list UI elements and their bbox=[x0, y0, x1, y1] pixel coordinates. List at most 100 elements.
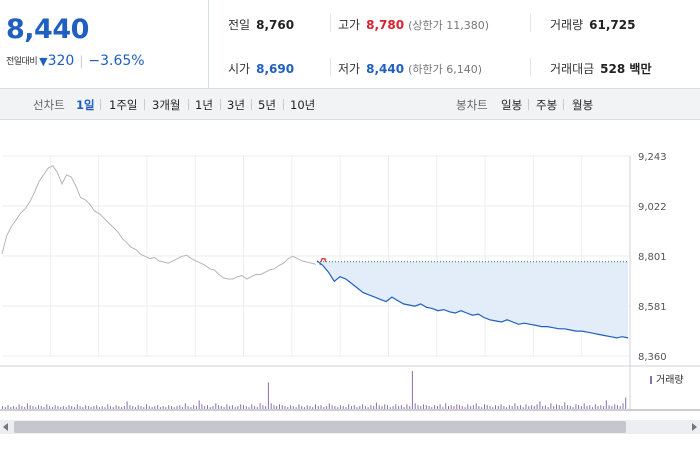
volume-bar bbox=[306, 405, 308, 409]
volume-bar bbox=[171, 406, 172, 409]
volume-bar bbox=[173, 407, 175, 409]
volume-bar bbox=[320, 405, 322, 409]
volume-bar bbox=[157, 405, 159, 409]
scrollbar-thumb[interactable] bbox=[14, 421, 626, 433]
change-label: 전일대비 bbox=[6, 57, 38, 67]
volume-bar bbox=[273, 405, 275, 409]
volume-bar bbox=[608, 405, 610, 409]
chart-period-tabs: 선차트 1일 1주일 3개월 1년 3년 5년 10년 봉차트 일봉 주봉 월봉 bbox=[0, 89, 700, 120]
volume-bar bbox=[619, 406, 621, 409]
volume-bar bbox=[387, 405, 388, 409]
tab-1w[interactable]: 1주일 bbox=[109, 98, 138, 112]
tab-monthly-candle[interactable]: 월봉 bbox=[572, 98, 594, 112]
volume-bar bbox=[326, 406, 328, 409]
volume-bar bbox=[126, 401, 128, 409]
volume-bar bbox=[525, 404, 527, 410]
volume-bar bbox=[110, 406, 111, 409]
volume-bar bbox=[445, 403, 447, 409]
volume-bar bbox=[578, 405, 580, 409]
volume-bar bbox=[190, 407, 192, 409]
tab-1y[interactable]: 1년 bbox=[195, 98, 213, 112]
volume-bar bbox=[290, 405, 292, 409]
volume-bar bbox=[179, 405, 181, 409]
volume-bar bbox=[359, 406, 361, 409]
stat-open: 시가 8,690 bbox=[228, 60, 294, 77]
current-price: 8,440 bbox=[6, 14, 89, 45]
tab-daily-candle[interactable]: 일봉 bbox=[501, 98, 523, 112]
volume-bar bbox=[104, 407, 106, 409]
chart-scrollbar[interactable] bbox=[0, 420, 700, 434]
volume-bar bbox=[564, 402, 566, 409]
volume-bar bbox=[159, 407, 161, 409]
tab-10y[interactable]: 10년 bbox=[290, 98, 316, 112]
tab-3m[interactable]: 3개월 bbox=[152, 98, 181, 112]
tab-5y[interactable]: 5년 bbox=[258, 98, 276, 112]
volume-bar bbox=[13, 406, 15, 409]
volume-bar bbox=[381, 406, 383, 409]
volume-bar bbox=[569, 406, 571, 409]
volume-bar bbox=[611, 406, 613, 409]
volume-bar bbox=[575, 404, 577, 410]
volume-bar bbox=[123, 406, 125, 409]
change-percent: −3.65% bbox=[88, 53, 145, 69]
volume-bar bbox=[351, 406, 352, 409]
y-tick-label: 9,022 bbox=[638, 202, 667, 213]
volume-bar bbox=[209, 407, 211, 409]
volume-bar bbox=[600, 405, 602, 409]
stat-value: 8,780 bbox=[366, 18, 405, 32]
volume-bar bbox=[384, 404, 386, 410]
volume-bar bbox=[616, 405, 618, 409]
volume-bar bbox=[218, 405, 220, 409]
tab-weekly-candle[interactable]: 주봉 bbox=[536, 98, 558, 112]
volume-bar bbox=[475, 403, 477, 409]
volume-bar bbox=[461, 406, 463, 409]
volume-bar bbox=[506, 407, 508, 409]
scroll-right-icon[interactable] bbox=[692, 423, 697, 431]
stat-label: 저가 bbox=[338, 62, 361, 76]
volume-bar bbox=[98, 407, 100, 409]
volume-bar bbox=[589, 405, 591, 409]
volume-bar bbox=[423, 404, 424, 410]
volume-bar bbox=[470, 406, 472, 409]
volume-bar bbox=[65, 407, 67, 409]
volume-bar bbox=[135, 407, 136, 409]
volume-bar bbox=[373, 406, 375, 409]
volume-bar bbox=[334, 406, 336, 409]
volume-bar bbox=[18, 404, 20, 410]
volume-bar bbox=[362, 404, 364, 410]
volume-bar bbox=[295, 407, 297, 409]
volume-bar bbox=[68, 405, 70, 409]
volume-bar bbox=[82, 407, 84, 409]
tab-3y[interactable]: 3년 bbox=[227, 98, 245, 112]
y-tick-label: 8,581 bbox=[638, 302, 667, 313]
volume-bar bbox=[409, 406, 411, 409]
volume-bar bbox=[597, 406, 599, 409]
volume-bar bbox=[328, 403, 330, 409]
volume-bar bbox=[315, 404, 316, 410]
volume-bar bbox=[29, 405, 31, 409]
volume-bar bbox=[74, 407, 75, 409]
tab-1d[interactable]: 1일 bbox=[76, 98, 95, 112]
volume-bar bbox=[201, 404, 203, 410]
volume-bar bbox=[195, 406, 197, 409]
volume-bar bbox=[450, 405, 452, 409]
volume-bar bbox=[339, 405, 341, 409]
volume-legend-swatch bbox=[650, 376, 652, 384]
volume-bar bbox=[583, 403, 585, 409]
volume-bar bbox=[51, 407, 53, 409]
volume-bar bbox=[35, 407, 37, 409]
volume-bar bbox=[544, 405, 546, 409]
volume-bar bbox=[245, 406, 247, 409]
stat-divider bbox=[330, 58, 331, 76]
volume-bar bbox=[367, 407, 369, 409]
volume-bar bbox=[337, 407, 339, 409]
scroll-left-icon[interactable] bbox=[3, 423, 8, 431]
volume-bar bbox=[398, 406, 400, 409]
stat-high: 고가 8,780 (상한가 11,380) bbox=[338, 16, 489, 33]
volume-bar bbox=[24, 407, 26, 409]
volume-bar bbox=[226, 404, 228, 410]
volume-bar bbox=[353, 405, 355, 409]
volume-bar bbox=[561, 406, 563, 409]
line-chart-label: 선차트 bbox=[33, 98, 65, 112]
stat-prev-close: 전일 8,760 bbox=[228, 16, 294, 33]
